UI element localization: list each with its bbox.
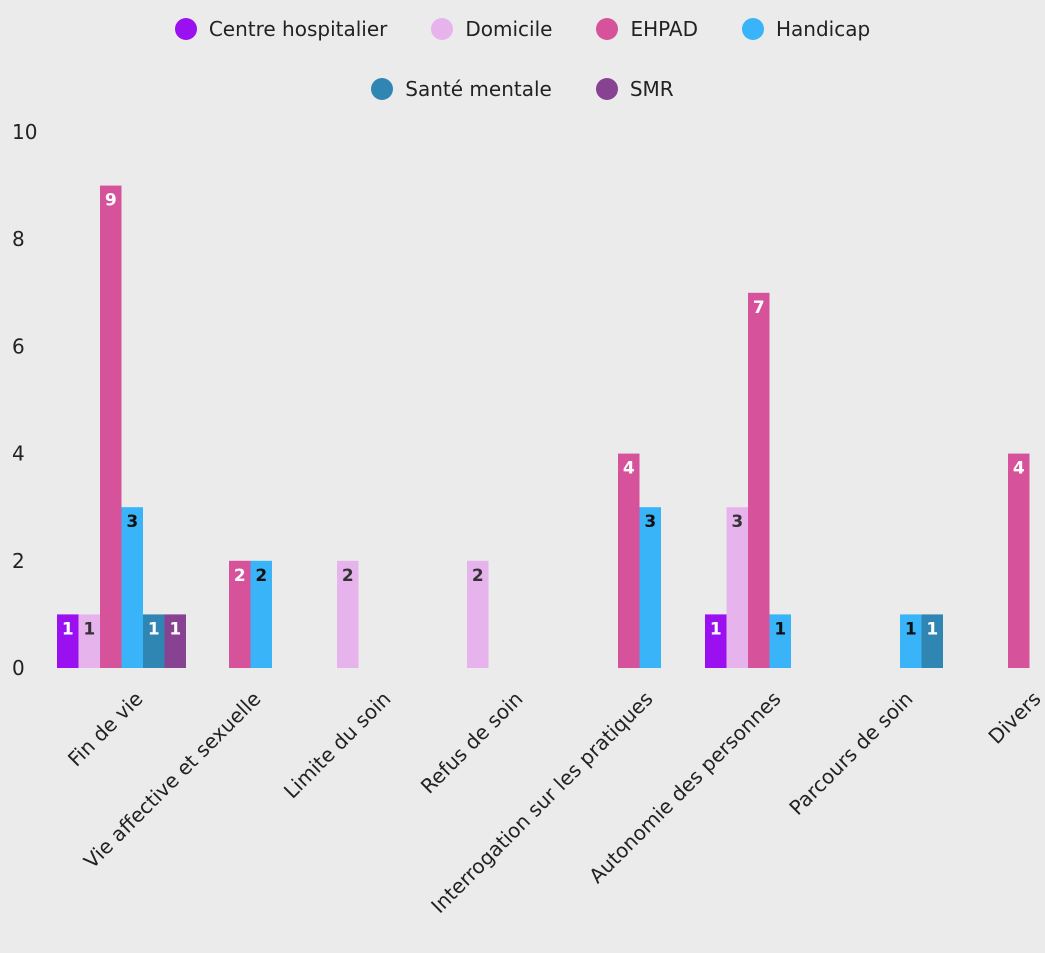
legend-swatch [174,18,197,40]
bar-data-label: 1 [62,619,74,639]
bar-data-label: 1 [926,619,938,639]
bar-data-label: 3 [644,512,656,532]
bar [337,560,359,668]
x-tick-label: Parcours de soin [784,687,917,820]
bar-data-label: 7 [753,298,765,318]
x-tick-label: Fin de vie [63,687,148,772]
bar [900,614,922,668]
x-tick-label: Limite du soin [279,687,396,804]
legend-swatch [431,18,454,40]
bar-data-label: 1 [148,619,160,639]
bar-data-label: 2 [255,566,267,586]
bar [143,614,165,668]
legend-item: Handicap [742,17,870,41]
bar-data-label: 3 [126,512,138,532]
y-tick-label: 2 [12,549,25,573]
bar-data-label: 4 [1013,459,1025,479]
bar-data-label: 4 [623,459,635,479]
bar [769,614,791,668]
legend-item: EHPAD [596,17,698,41]
x-tick-label: Interrogation sur les pratiques [426,687,657,918]
y-tick-label: 6 [12,334,25,358]
bar [57,614,79,668]
bar-data-label: 2 [234,566,246,586]
legend-label: Santé mentale [405,77,552,101]
legend-swatch [595,78,618,100]
bar [748,292,770,668]
x-tick-label: Divers [983,687,1045,749]
legend-label: Centre hospitalier [208,17,388,41]
bar [100,185,122,668]
legend-swatch [742,18,765,40]
bar-data-label: 9 [105,191,117,211]
bar [229,560,251,668]
bar [639,507,661,668]
bar [467,560,489,668]
bar-data-label: 2 [342,566,354,586]
legend-item: Centre hospitalier [174,17,388,41]
x-tick-label: Refus de soin [416,687,528,799]
bar-data-label: 3 [731,512,743,532]
bar [250,560,272,668]
legend-row: Santé mentale SMR [0,74,1045,104]
bar [726,507,748,668]
bar [705,614,727,668]
y-tick-label: 10 [12,120,37,144]
legend-row: Centre hospitalier Domicile EHPAD Handicap [0,14,1045,44]
legend-item: Domicile [431,17,552,41]
legend-item: SMR [595,77,674,101]
bar [618,453,640,668]
legend-item: Santé mentale [371,77,552,101]
legend-label: SMR [629,77,674,101]
bar [921,614,943,668]
bar-data-label: 2 [472,566,484,586]
y-tick-label: 8 [12,227,25,251]
bar [1008,453,1030,668]
bar [78,614,100,668]
bar-data-label: 1 [774,619,786,639]
legend-swatch [596,18,619,40]
legend-swatch [371,78,394,100]
bar [164,614,186,668]
y-tick-label: 0 [12,656,25,680]
bar [121,507,143,668]
bar-data-label: 1 [83,619,95,639]
bar-data-label: 1 [710,619,722,639]
legend-label: EHPAD [630,17,699,41]
y-tick-label: 4 [12,442,25,466]
legend-label: Handicap [776,17,871,41]
legend-label: Domicile [465,17,553,41]
bar-data-label: 1 [169,619,181,639]
bar-data-label: 1 [905,619,917,639]
